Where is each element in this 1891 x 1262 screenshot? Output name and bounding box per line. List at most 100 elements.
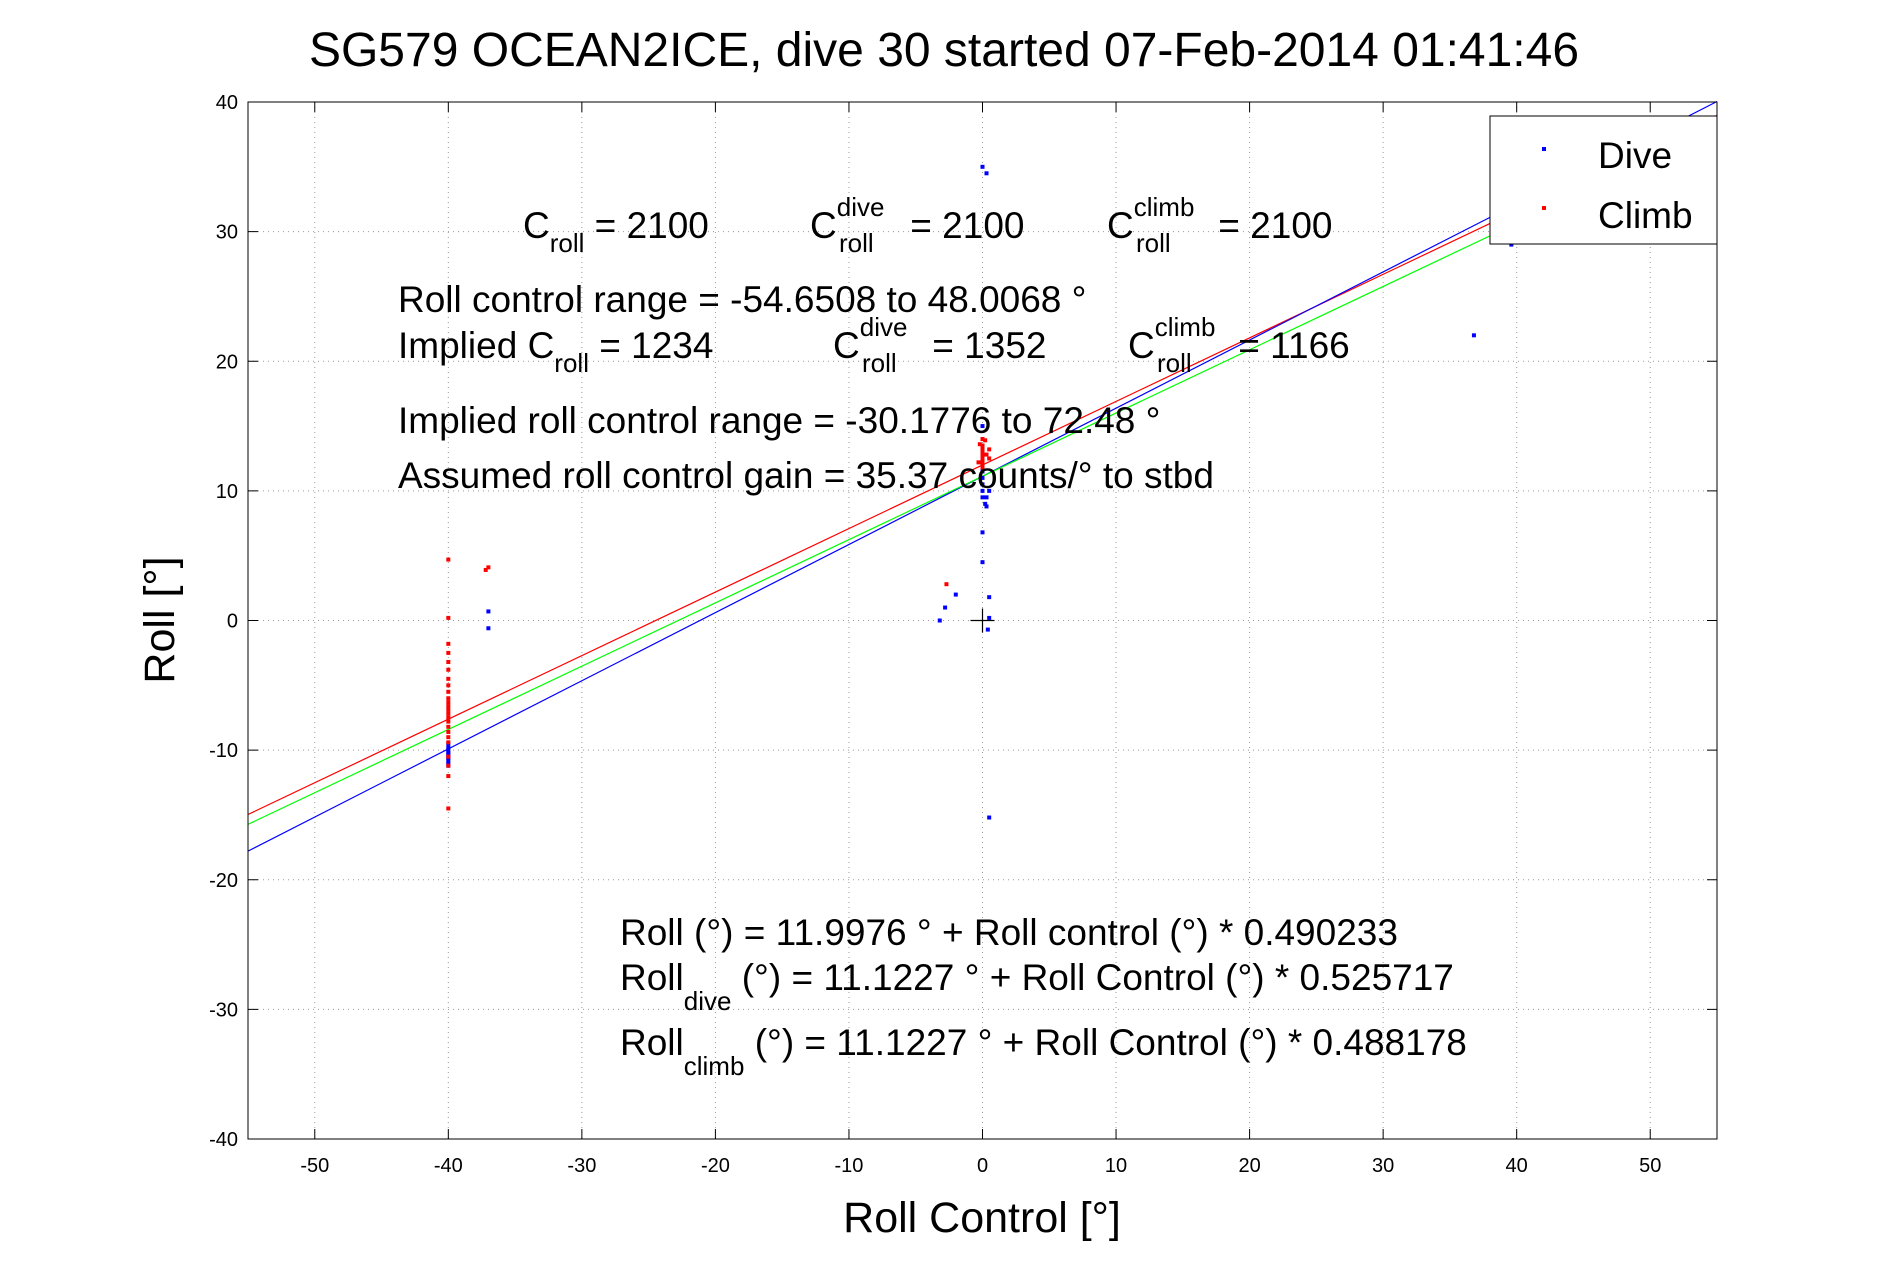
data-point-dive	[984, 171, 989, 176]
y-tick-label: -40	[209, 1129, 238, 1151]
data-point-climb	[446, 659, 451, 664]
data-point-dive	[980, 424, 985, 429]
implied-c-roll-climb-value: = 1166	[1228, 325, 1350, 366]
data-point-climb	[980, 455, 985, 460]
data-point-climb	[446, 696, 451, 701]
data-point-climb	[446, 650, 451, 655]
data-point-climb	[980, 452, 985, 457]
data-point-dive	[486, 609, 491, 614]
implied-c-roll-dive-value: = 1352	[922, 325, 1046, 366]
data-point-climb	[446, 806, 451, 811]
data-point-climb	[446, 711, 451, 716]
data-point-climb	[483, 567, 488, 572]
y-tick-label: 0	[227, 611, 238, 633]
data-point-dive	[987, 595, 992, 600]
implied-c-roll-dive-sup: dive	[860, 312, 908, 342]
x-axis-label: Roll Control [°]	[843, 1194, 1121, 1242]
data-point-dive	[987, 815, 992, 820]
equation-roll: Roll (°) = 11.9976 ° + Roll control (°) …	[620, 912, 1398, 953]
data-point-climb	[980, 443, 985, 448]
data-point-dive	[980, 482, 985, 487]
gain-c-roll-dive-sup: dive	[837, 192, 885, 222]
gain-c-roll-climb-sub: roll	[1136, 228, 1171, 258]
legend: Dive Climb	[1489, 115, 1718, 245]
implied-roll-control-range: Implied roll control range = -30.1776 to…	[398, 400, 1160, 441]
equation-roll-dive: Rolldive (°) = 11.1227 ° + Roll Control …	[620, 957, 1454, 1016]
gain-c-roll-dive-value: = 2100	[900, 205, 1024, 246]
roll-control-range: Roll control range = -54.6508 to 48.0068…	[398, 279, 1086, 320]
gain-c-roll-dive: Cdive roll = 2100	[810, 192, 1024, 258]
legend-label-dive: Dive	[1598, 135, 1672, 176]
gain-c-roll-climb-value: = 2100	[1208, 205, 1332, 246]
equation-roll-dive-rest: (°) = 11.1227 ° + Roll Control (°) * 0.5…	[731, 957, 1453, 998]
data-point-dive	[987, 615, 992, 620]
implied-c-roll-climb: Cclimb roll = 1166	[1128, 312, 1350, 378]
data-point-dive	[980, 560, 985, 565]
data-point-climb	[980, 457, 985, 462]
legend-box	[1489, 115, 1718, 245]
data-point-dive	[980, 488, 985, 493]
data-point-dive	[980, 164, 985, 169]
data-point-climb	[446, 667, 451, 672]
gain-c-roll-sub: roll	[550, 228, 585, 258]
x-tick-label: -20	[701, 1155, 730, 1177]
grid-lines	[248, 101, 1717, 1140]
data-point-dive	[984, 495, 989, 500]
gain-c-roll: Croll = 2100	[523, 205, 709, 258]
data-point-dive	[1471, 333, 1476, 338]
implied-c-roll-climb-base: C	[1128, 325, 1155, 366]
data-points	[446, 164, 1514, 820]
implied-c-roll-value: = 1234	[589, 325, 713, 366]
assumed-roll-control-gain: Assumed roll control gain = 35.37 counts…	[398, 455, 1214, 496]
gain-c-roll-dive-base: C	[810, 205, 837, 246]
gain-c-roll-dive-sub: roll	[839, 228, 874, 258]
data-point-climb	[987, 447, 992, 452]
legend-marker-dive	[1542, 147, 1546, 151]
x-tick-label: 10	[1105, 1155, 1127, 1177]
gain-c-roll-climb-sup: climb	[1134, 192, 1195, 222]
data-point-dive	[1509, 242, 1514, 247]
y-tick-label: 20	[216, 351, 238, 373]
equation-roll-climb-base: Roll	[620, 1022, 684, 1063]
x-tick-label: 50	[1639, 1155, 1661, 1177]
implied-c-roll-sub: roll	[554, 348, 589, 378]
data-point-climb	[446, 704, 451, 709]
data-point-dive	[987, 488, 992, 493]
gain-c-roll-climb-base: C	[1107, 205, 1134, 246]
equation-roll-dive-sub: dive	[684, 986, 732, 1016]
x-tick-label: 0	[977, 1155, 988, 1177]
implied-c-roll-climb-sup: climb	[1155, 312, 1216, 342]
x-tick-labels: -50 -40 -30 -20 -10 0 10 20 30 40 50	[300, 1155, 1661, 1177]
implied-c-roll-base: C	[528, 325, 555, 366]
data-point-climb	[446, 715, 451, 720]
equation-roll-climb-sub: climb	[684, 1051, 745, 1081]
data-point-climb	[446, 740, 451, 745]
legend-marker-climb	[1542, 206, 1546, 210]
data-point-climb	[446, 707, 451, 712]
y-tick-label: 40	[216, 92, 238, 114]
data-point-climb	[446, 641, 451, 646]
data-point-climb	[980, 462, 985, 467]
data-point-climb	[446, 615, 451, 620]
data-point-climb	[980, 437, 985, 442]
data-point-climb	[980, 465, 985, 470]
data-point-dive	[980, 495, 985, 500]
data-point-dive	[486, 626, 491, 631]
data-point-dive	[446, 758, 451, 763]
data-point-dive	[446, 745, 451, 750]
implied-c-roll-dive: Cdive roll = 1352	[833, 312, 1046, 378]
data-point-climb	[980, 449, 985, 454]
y-tick-label: -10	[209, 740, 238, 762]
data-point-climb	[486, 565, 491, 570]
implied-c-roll: Implied Croll = 1234	[398, 325, 713, 378]
data-point-climb	[446, 557, 451, 562]
data-point-dive	[446, 748, 451, 753]
data-point-climb	[446, 774, 451, 779]
data-point-climb	[446, 754, 451, 759]
equation-roll-climb: Rollclimb (°) = 11.1227 ° + Roll Control…	[620, 1022, 1467, 1081]
data-point-dive	[953, 592, 958, 597]
gain-c-roll-climb: Cclimb roll = 2100	[1107, 192, 1332, 258]
data-point-dive	[446, 752, 451, 757]
x-tick-label: -10	[835, 1155, 864, 1177]
